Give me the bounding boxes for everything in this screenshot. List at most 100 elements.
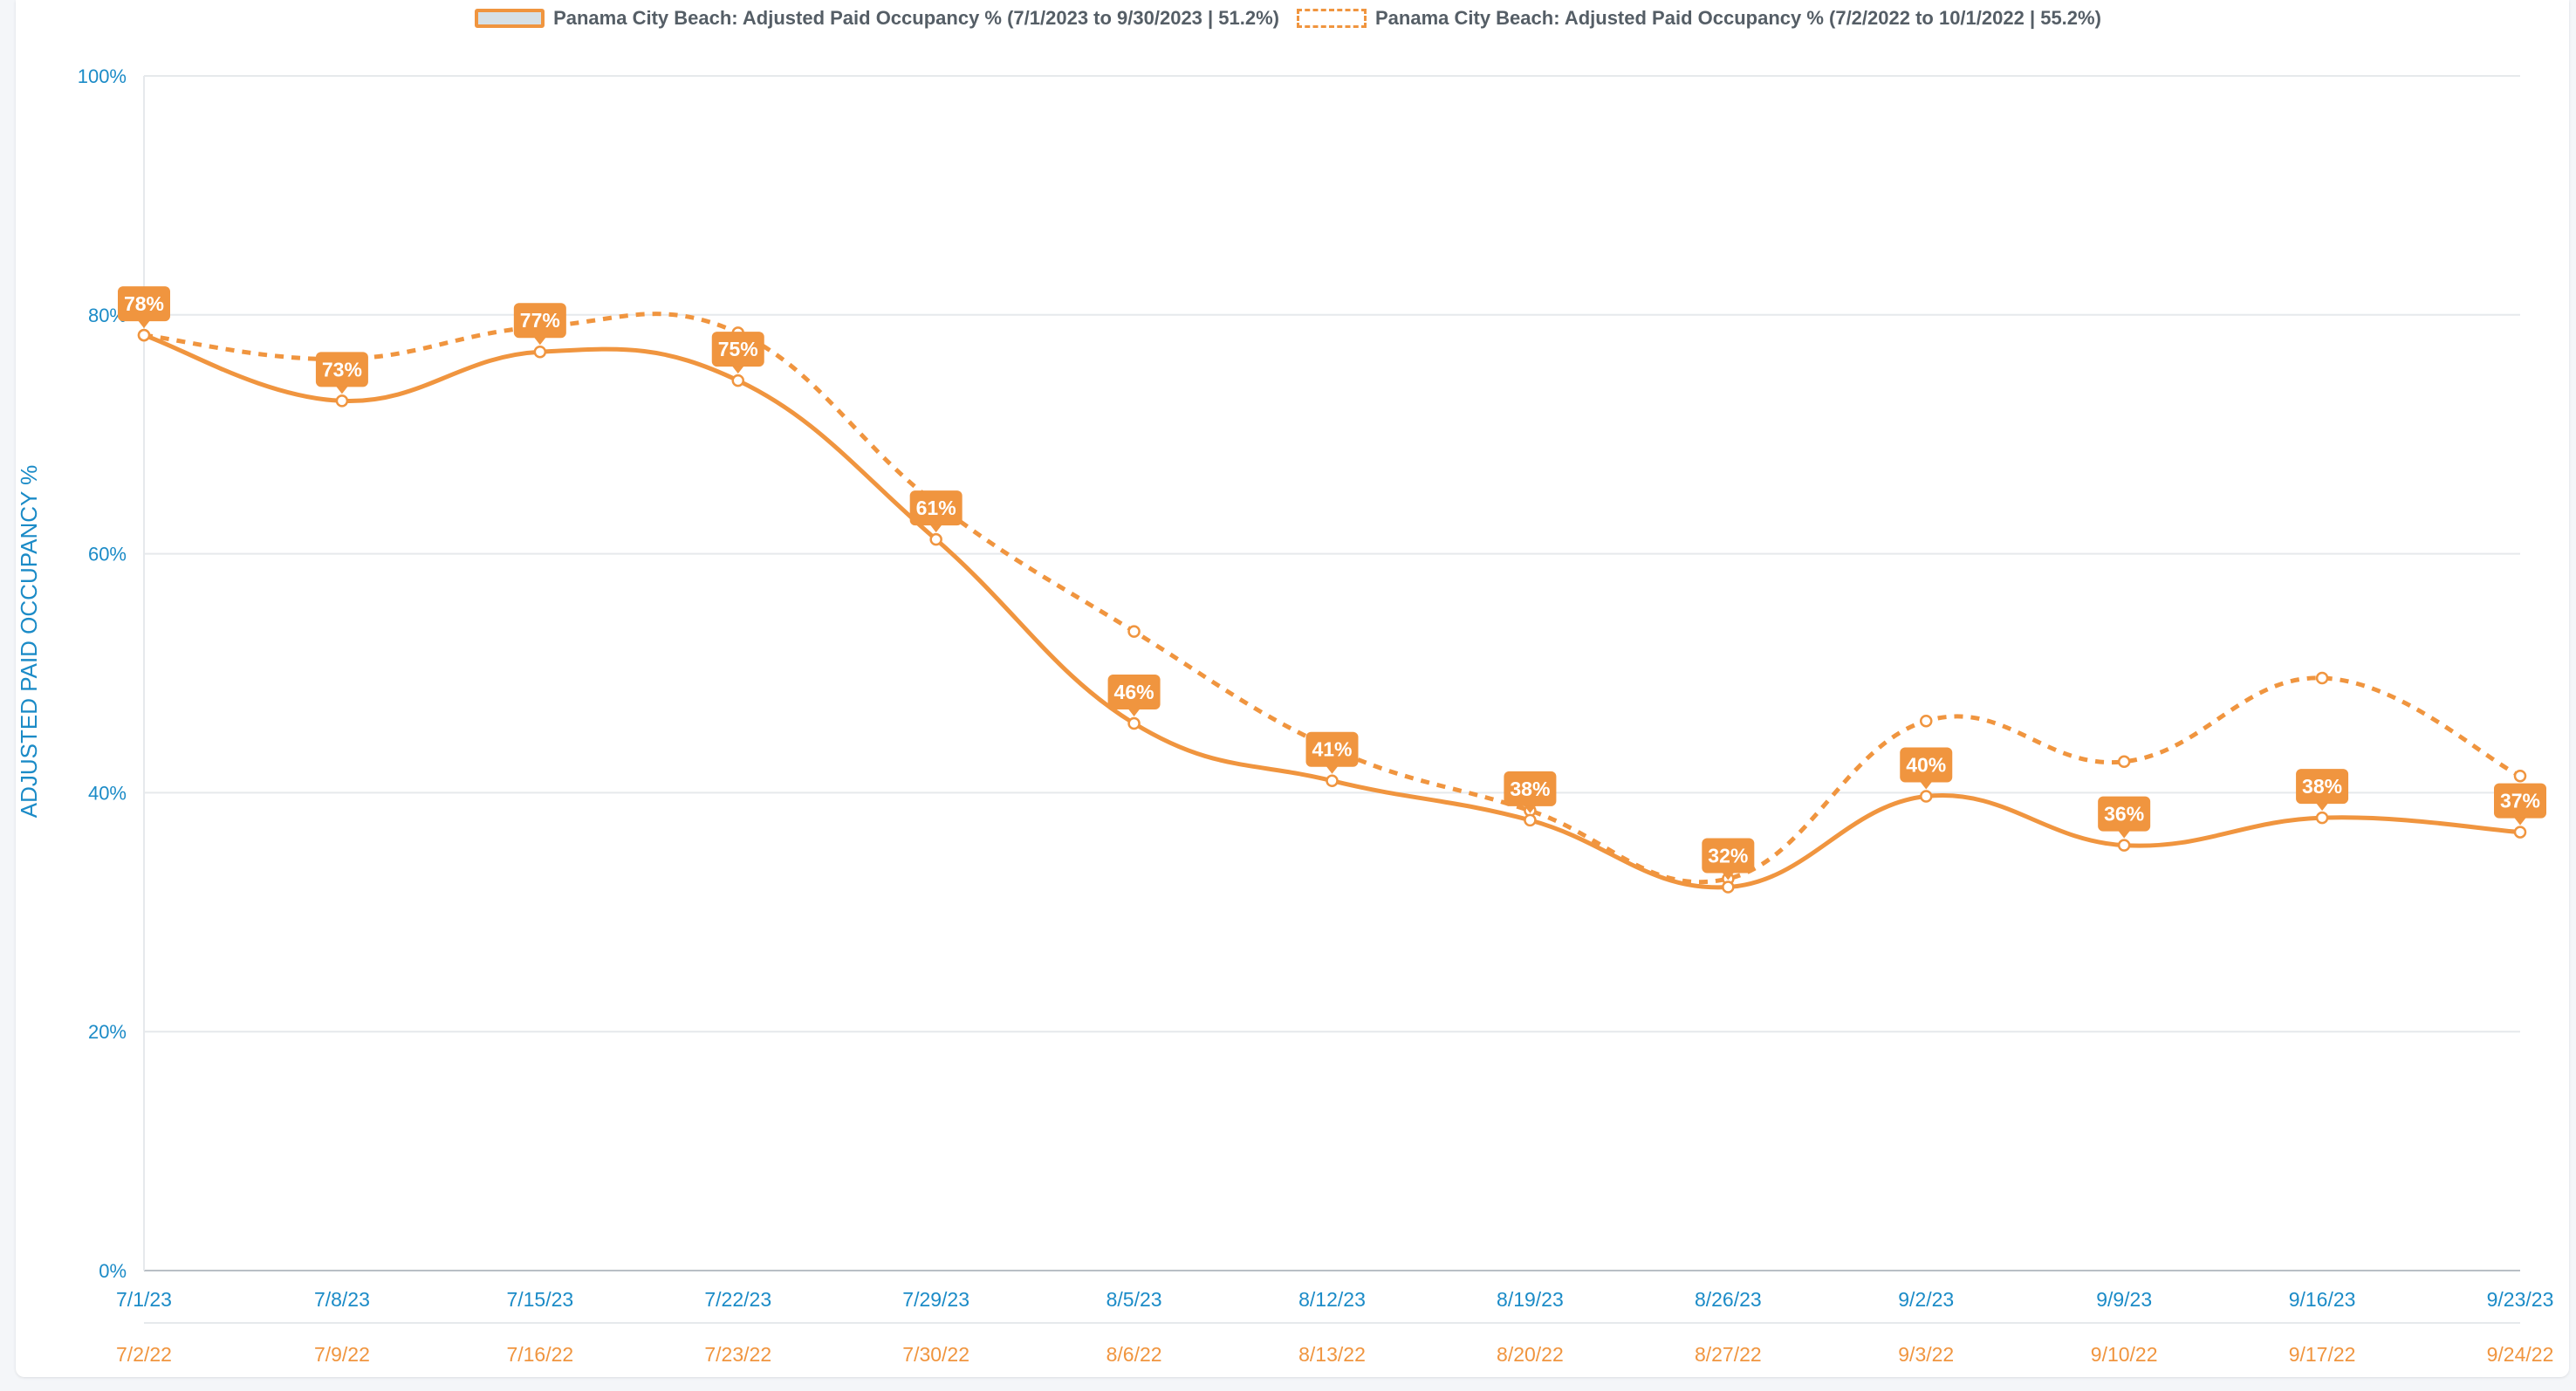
series-line-current bbox=[141, 332, 2523, 890]
legend-item-current[interactable]: Panama City Beach: Adjusted Paid Occupan… bbox=[475, 7, 1279, 30]
data-point-current bbox=[335, 394, 349, 408]
data-label-pointer bbox=[1127, 708, 1141, 716]
data-label: 77% bbox=[513, 303, 566, 346]
x-tick-label-secondary: 7/9/22 bbox=[314, 1343, 370, 1366]
data-label-pointer bbox=[731, 366, 744, 374]
data-label-pointer bbox=[929, 524, 942, 533]
data-point-prior bbox=[2315, 671, 2329, 685]
y-tick-label: 20% bbox=[88, 1021, 127, 1043]
data-label-bg bbox=[118, 286, 170, 322]
data-label-pointer bbox=[1326, 765, 1339, 774]
data-label-pointer bbox=[335, 386, 348, 394]
data-label-pointer bbox=[1920, 781, 1933, 790]
data-label-bg bbox=[909, 490, 963, 526]
legend-item-prior[interactable]: Panama City Beach: Adjusted Paid Occupan… bbox=[1297, 7, 2101, 30]
data-point-current bbox=[533, 345, 547, 359]
data-label-bg bbox=[1504, 771, 1557, 806]
chart-panel bbox=[16, 0, 2569, 1377]
x-tick-label: 9/16/23 bbox=[2289, 1288, 2356, 1311]
data-label-text: 77% bbox=[520, 309, 560, 332]
data-label: 61% bbox=[909, 490, 963, 533]
data-label: 40% bbox=[1900, 747, 1953, 790]
data-label-pointer bbox=[1722, 872, 1735, 881]
data-label-bg bbox=[513, 303, 566, 339]
x-tick-label-secondary: 9/24/22 bbox=[2487, 1343, 2554, 1366]
data-label: 38% bbox=[2296, 769, 2349, 812]
data-point-current bbox=[2315, 811, 2329, 825]
legend-label-current: Panama City Beach: Adjusted Paid Occupan… bbox=[553, 7, 1279, 29]
data-point-current bbox=[1722, 881, 1735, 894]
data-label: 75% bbox=[711, 332, 764, 374]
data-label: 78% bbox=[118, 286, 170, 329]
x-tick-label: 7/15/23 bbox=[506, 1288, 573, 1311]
data-point-current bbox=[1326, 774, 1339, 787]
grid-layer bbox=[143, 75, 2520, 1324]
data-point-prior bbox=[1127, 625, 1141, 638]
chart-legend: Panama City Beach: Adjusted Paid Occupan… bbox=[0, 7, 2576, 30]
x-tick-label: 7/22/23 bbox=[704, 1288, 771, 1311]
data-label-text: 46% bbox=[1114, 681, 1154, 703]
x-tick-label: 8/26/23 bbox=[1695, 1288, 1762, 1311]
legend-swatch-dashed bbox=[1297, 9, 1367, 28]
data-label-bg bbox=[1305, 731, 1359, 767]
x-tick-label-secondary: 8/20/22 bbox=[1497, 1343, 1564, 1366]
x-tick-label: 8/12/23 bbox=[1298, 1288, 1366, 1311]
data-point-current bbox=[137, 328, 151, 342]
data-label-bg bbox=[2098, 796, 2151, 832]
x-tick-label-secondary: 9/10/22 bbox=[2091, 1343, 2158, 1366]
data-point-current bbox=[731, 373, 744, 387]
x-tick-label-secondary: 8/27/22 bbox=[1695, 1343, 1762, 1366]
x-tick-label-secondary: 8/6/22 bbox=[1106, 1343, 1162, 1366]
data-label: 73% bbox=[315, 352, 368, 394]
data-label-text: 37% bbox=[2500, 790, 2540, 812]
x-tick-label-secondary: 8/13/22 bbox=[1298, 1343, 1366, 1366]
y-tick-label: 0% bbox=[99, 1260, 127, 1282]
data-label-text: 40% bbox=[1906, 754, 1946, 777]
x-tick-label-secondary: 7/23/22 bbox=[704, 1343, 771, 1366]
legend-swatch-solid bbox=[475, 9, 545, 28]
data-label: 38% bbox=[1504, 771, 1557, 813]
data-label-bg bbox=[1702, 838, 1755, 874]
data-label-text: 41% bbox=[1312, 738, 1352, 761]
y-tick-label: 60% bbox=[88, 544, 127, 565]
data-point-prior bbox=[2117, 755, 2131, 769]
y-axis-title: ADJUSTED PAID OCCUPANCY % bbox=[16, 465, 42, 819]
data-label: 41% bbox=[1305, 731, 1359, 774]
data-label-pointer bbox=[2316, 803, 2329, 812]
axis-layer: 0%20%40%60%80%100%7/1/237/2/227/8/237/9/… bbox=[78, 65, 2554, 1366]
y-tick-label: 40% bbox=[88, 782, 127, 804]
data-label-pointer bbox=[138, 320, 150, 329]
x-tick-label-secondary: 7/16/22 bbox=[506, 1343, 573, 1366]
data-point-current bbox=[929, 532, 942, 546]
data-label-text: 38% bbox=[1510, 778, 1550, 800]
y-tick-label: 100% bbox=[78, 65, 127, 87]
data-point-current bbox=[1920, 790, 1933, 803]
data-label-bg bbox=[1900, 747, 1953, 783]
data-label: 32% bbox=[1702, 838, 1755, 881]
x-tick-label: 7/8/23 bbox=[314, 1288, 370, 1311]
data-label-text: 73% bbox=[322, 358, 362, 380]
data-label-text: 61% bbox=[916, 497, 956, 519]
data-label-text: 36% bbox=[2104, 803, 2144, 826]
data-label-pointer bbox=[2118, 830, 2131, 839]
series-line-prior bbox=[143, 312, 2522, 885]
data-point-current bbox=[2117, 839, 2131, 852]
data-point-current bbox=[1127, 716, 1141, 730]
data-label-bg bbox=[2296, 769, 2349, 805]
x-tick-label: 7/1/23 bbox=[116, 1288, 172, 1311]
data-label-bg bbox=[711, 332, 764, 367]
data-point-prior bbox=[2513, 769, 2527, 783]
x-tick-label-secondary: 7/2/22 bbox=[116, 1343, 172, 1366]
x-tick-label: 9/2/23 bbox=[1898, 1288, 1954, 1311]
legend-label-prior: Panama City Beach: Adjusted Paid Occupan… bbox=[1375, 7, 2101, 29]
data-label-pointer bbox=[533, 337, 546, 346]
data-label-text: 32% bbox=[1708, 845, 1748, 867]
data-label-bg bbox=[2494, 783, 2546, 819]
x-tick-label: 9/9/23 bbox=[2096, 1288, 2152, 1311]
x-tick-label-secondary: 7/30/22 bbox=[902, 1343, 969, 1366]
data-label: 46% bbox=[1107, 674, 1161, 716]
data-label: 36% bbox=[2098, 796, 2151, 839]
x-tick-label-secondary: 9/3/22 bbox=[1898, 1343, 1954, 1366]
x-tick-label: 7/29/23 bbox=[902, 1288, 969, 1311]
